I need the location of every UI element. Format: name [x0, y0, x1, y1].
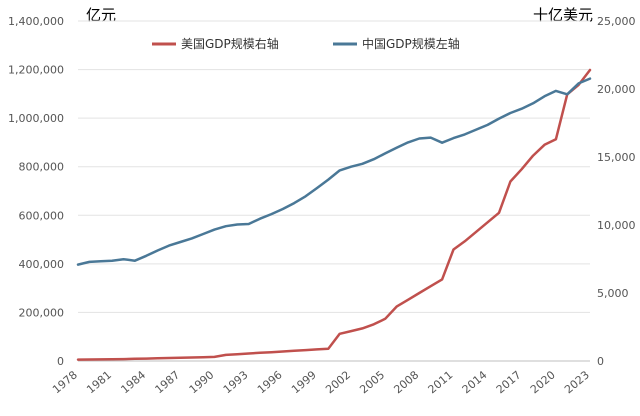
x-tick-label: 1987	[153, 368, 183, 396]
china-gdp-line	[76, 77, 592, 266]
x-tick-label: 2008	[391, 368, 421, 396]
us-gdp-line	[76, 68, 592, 361]
x-tick-label: 1996	[255, 368, 285, 396]
x-tick-label: 2014	[460, 368, 490, 396]
right-tick-label: 25,000	[597, 15, 636, 28]
left-tick-label: 200,000	[19, 306, 65, 319]
x-tick-label: 2002	[323, 368, 353, 396]
right-tick-label: 0	[597, 355, 604, 368]
right-tick-label: 15,000	[597, 151, 636, 164]
series-lines	[76, 68, 592, 361]
x-tick-label: 1993	[221, 368, 251, 396]
gridlines	[78, 20, 590, 313]
right-axis-unit: 十亿美元	[533, 6, 593, 24]
left-tick-label: 0	[57, 355, 64, 368]
right-tick-label: 20,000	[597, 83, 636, 96]
left-axis-ticks: 0 200,000 400,000 600,000 800,000 1,000,000 1,…	[8, 15, 64, 368]
x-tick-label: 2017	[494, 368, 524, 396]
x-tick-label: 1984	[118, 368, 148, 396]
legend: 美国GDP规模右轴 中国GDP规模左轴	[152, 36, 460, 51]
x-axis-ticks: 1978 1981 1984 1987 1990 1993 1996 1999 2002 2005…	[50, 368, 592, 396]
right-tick-label: 5,000	[597, 287, 629, 300]
left-tick-label: 800,000	[19, 161, 65, 174]
left-tick-label: 600,000	[19, 209, 65, 222]
x-tick-label: 2020	[528, 368, 558, 396]
x-tick-label: 2005	[357, 368, 387, 396]
x-tick-label: 2011	[426, 368, 456, 396]
left-tick-label: 400,000	[19, 258, 65, 271]
legend-us-label: 美国GDP规模右轴	[181, 36, 279, 51]
left-tick-label: 1,400,000	[8, 15, 64, 28]
left-tick-label: 1,200,000	[8, 64, 64, 77]
right-tick-label: 10,000	[597, 219, 636, 232]
x-tick-label: 1978	[50, 368, 80, 396]
x-tick-label: 2023	[562, 368, 592, 396]
legend-china-label: 中国GDP规模左轴	[362, 36, 460, 51]
x-tick-label: 1999	[289, 368, 319, 396]
left-tick-label: 1,000,000	[8, 112, 64, 125]
x-tick-label: 1990	[187, 368, 217, 396]
right-axis-ticks: 0 5,000 10,000 15,000 20,000 25,000	[597, 15, 636, 368]
x-tick-label: 1981	[84, 368, 114, 396]
left-axis-unit: 亿元	[86, 6, 116, 24]
